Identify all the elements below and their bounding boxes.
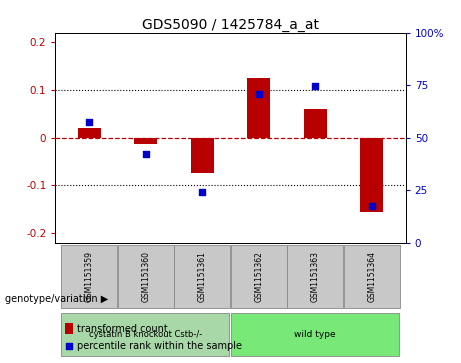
Bar: [231, 313, 399, 356]
Text: GSM1151361: GSM1151361: [198, 251, 207, 302]
Point: [86, 119, 93, 125]
Bar: [118, 245, 174, 308]
Bar: [344, 245, 400, 308]
Bar: [361, 138, 383, 212]
Point: [368, 203, 375, 209]
Text: GSM1151363: GSM1151363: [311, 251, 320, 302]
Bar: [135, 138, 157, 144]
Bar: [231, 245, 287, 308]
Title: GDS5090 / 1425784_a_at: GDS5090 / 1425784_a_at: [142, 18, 319, 32]
Bar: [304, 109, 326, 138]
Text: GSM1151364: GSM1151364: [367, 251, 376, 302]
Text: transformed count: transformed count: [77, 323, 167, 334]
Point: [199, 189, 206, 195]
Point: [255, 91, 262, 97]
Text: GSM1151362: GSM1151362: [254, 251, 263, 302]
Text: genotype/variation ▶: genotype/variation ▶: [5, 294, 108, 305]
Text: cystatin B knockout Cstb-/-: cystatin B knockout Cstb-/-: [89, 330, 202, 339]
Bar: [61, 245, 117, 308]
Text: wild type: wild type: [295, 330, 336, 339]
Point: [142, 152, 149, 158]
Text: GSM1151360: GSM1151360: [141, 251, 150, 302]
Bar: [191, 138, 213, 174]
Bar: [61, 313, 229, 356]
Point: [65, 343, 72, 348]
Point: [312, 83, 319, 89]
Bar: [65, 323, 73, 334]
Bar: [78, 128, 100, 138]
Text: percentile rank within the sample: percentile rank within the sample: [77, 340, 242, 351]
Bar: [248, 78, 270, 138]
Bar: [174, 245, 230, 308]
Bar: [287, 245, 343, 308]
Text: GSM1151359: GSM1151359: [85, 251, 94, 302]
